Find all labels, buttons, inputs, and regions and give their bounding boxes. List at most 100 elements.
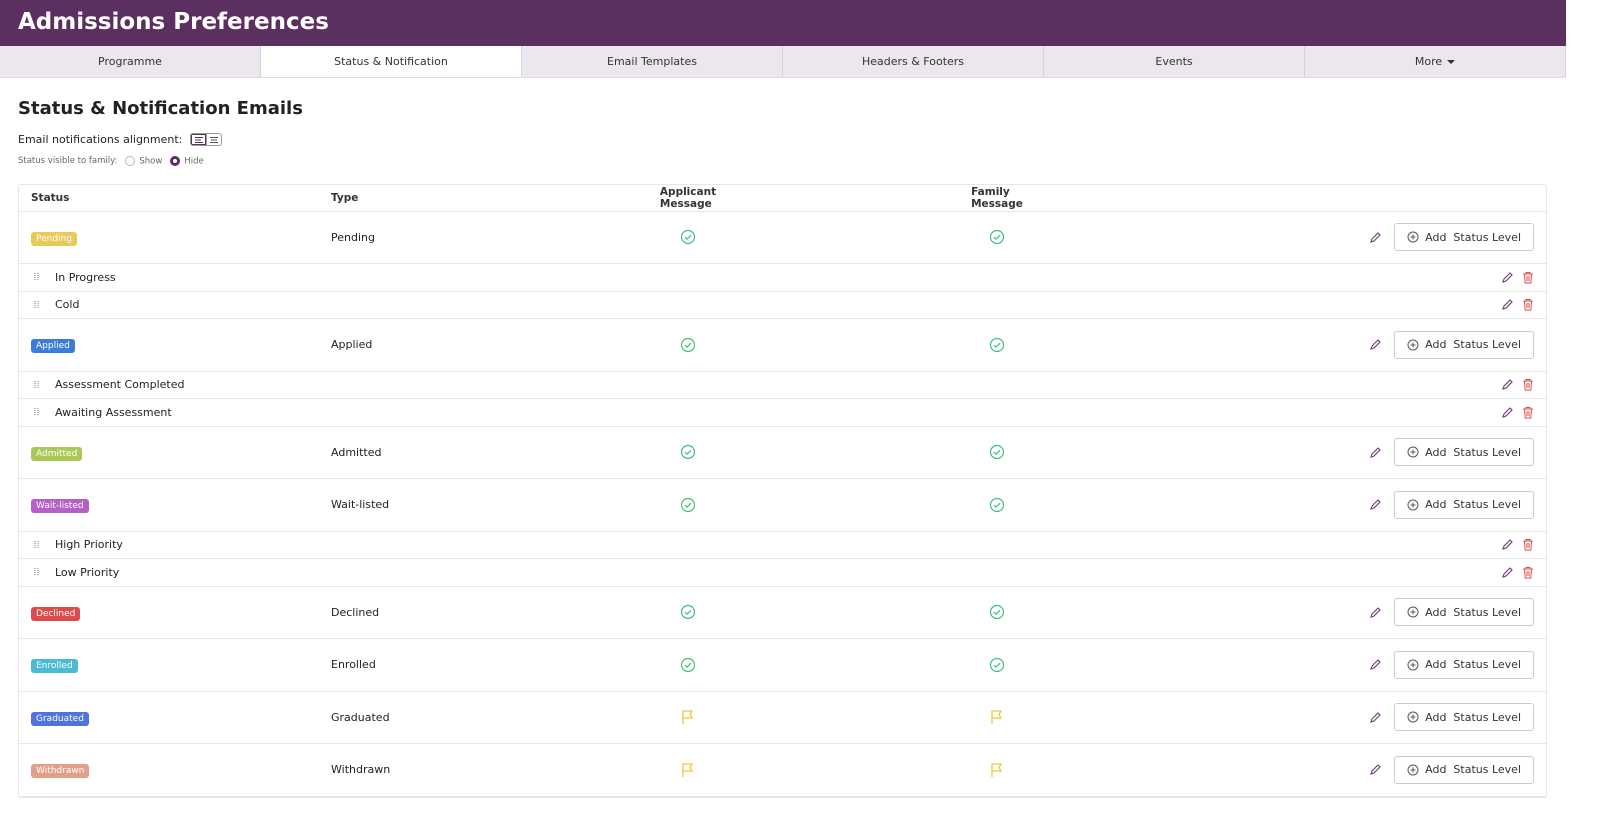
- check-icon: [680, 497, 696, 513]
- check-icon: [989, 604, 1005, 620]
- edit-icon[interactable]: [1369, 231, 1382, 244]
- sub-status-row: Low Priority: [19, 559, 1546, 587]
- plus-icon-svg: [1407, 606, 1419, 618]
- add-status-level-button[interactable]: Add Status Level: [1394, 330, 1534, 359]
- sub-status-row: Assessment Completed: [19, 372, 1546, 399]
- plus-icon-svg: [1407, 339, 1419, 351]
- delete-icon[interactable]: [1522, 271, 1534, 284]
- edit-icon-svg: [1370, 764, 1381, 776]
- status-row: Graduated Graduated Add Status Level: [19, 692, 1546, 744]
- edit-icon-svg: [1370, 339, 1381, 351]
- status-row: Declined Declined Add Status Level: [19, 587, 1546, 639]
- check-icon-svg: [989, 445, 1005, 460]
- flag-icon: [990, 762, 1004, 778]
- status-badge: Declined: [31, 606, 81, 621]
- add-status-level-button[interactable]: Add Status Level: [1394, 650, 1534, 679]
- tab[interactable]: Headers & Footers: [783, 46, 1044, 77]
- status-row: Enrolled Enrolled Add Status Level: [19, 639, 1546, 692]
- tab[interactable]: More: [1305, 46, 1566, 77]
- check-icon: [989, 337, 1005, 353]
- edit-icon[interactable]: [1369, 446, 1382, 459]
- sub-status-name: Low Priority: [55, 565, 120, 579]
- edit-icon[interactable]: [1369, 658, 1382, 671]
- align-left[interactable]: [191, 134, 207, 145]
- add-status-level-button[interactable]: Add Status Level: [1394, 223, 1534, 252]
- check-icon: [989, 229, 1005, 245]
- radio-option[interactable]: Hide: [170, 156, 204, 167]
- edit-icon[interactable]: [1501, 566, 1514, 579]
- delete-icon[interactable]: [1522, 378, 1534, 391]
- tab-label: Programme: [98, 55, 162, 68]
- edit-icon[interactable]: [1369, 763, 1382, 776]
- edit-icon-svg: [1370, 446, 1381, 458]
- type-cell: Withdrawn: [331, 763, 391, 777]
- tab[interactable]: Status & Notification: [261, 46, 522, 77]
- drag-handle: [34, 567, 40, 577]
- row-actions: Add Status Level: [1369, 330, 1534, 359]
- radio: [170, 156, 181, 166]
- edit-icon[interactable]: [1369, 711, 1382, 724]
- plus-icon: [1407, 711, 1419, 723]
- plus-icon: [1407, 499, 1419, 511]
- status-table: Status Type Applicant Message Family Messag…: [18, 183, 1547, 798]
- tab[interactable]: Email Templates: [522, 46, 783, 77]
- tab-bar: Programme Status & Notification Email Temp…: [0, 46, 1566, 78]
- radio-option[interactable]: Show: [125, 156, 162, 167]
- add-status-level-button[interactable]: Add Status Level: [1394, 703, 1534, 732]
- button-label: Add Status Level: [1425, 710, 1521, 724]
- tab[interactable]: Programme: [0, 46, 261, 77]
- row-actions: [1501, 271, 1534, 284]
- section-title: Status & Notification Emails: [18, 98, 303, 119]
- delete-icon[interactable]: [1522, 566, 1534, 579]
- drag-handle-svg: [34, 300, 39, 309]
- add-status-level-button[interactable]: Add Status Level: [1394, 490, 1534, 519]
- plus-icon-svg: [1407, 231, 1419, 243]
- column-header: Status: [31, 191, 70, 204]
- plus-icon-svg: [1407, 446, 1419, 458]
- status-badge: Withdrawn: [31, 764, 90, 779]
- add-status-level-button[interactable]: Add Status Level: [1394, 598, 1534, 627]
- delete-icon[interactable]: [1522, 298, 1534, 311]
- column-header: Type: [331, 191, 359, 204]
- status-badge: Graduated: [31, 711, 89, 726]
- type-cell: Admitted: [331, 445, 382, 459]
- align-center[interactable]: [206, 134, 221, 145]
- edit-icon[interactable]: [1501, 378, 1514, 391]
- status-badge: Wait-listed: [31, 499, 89, 514]
- edit-icon[interactable]: [1501, 406, 1514, 419]
- section: Status & Notification Emails Email notif…: [0, 98, 1599, 798]
- row-actions: Add Status Level: [1369, 650, 1534, 679]
- type-cell: Graduated: [331, 710, 390, 724]
- check-icon: [680, 657, 696, 673]
- row-actions: [1501, 298, 1534, 311]
- edit-icon[interactable]: [1369, 606, 1382, 619]
- add-status-level-button[interactable]: Add Status Level: [1394, 438, 1534, 467]
- delete-icon[interactable]: [1522, 406, 1534, 419]
- plus-icon-svg: [1407, 659, 1419, 671]
- edit-icon[interactable]: [1369, 338, 1382, 351]
- edit-icon[interactable]: [1501, 271, 1514, 284]
- type-cell: Enrolled: [331, 658, 376, 672]
- edit-icon-svg: [1502, 566, 1513, 578]
- edit-icon[interactable]: [1501, 538, 1514, 551]
- sub-status-row: In Progress: [19, 264, 1546, 292]
- dropdown-caret: [1447, 60, 1456, 64]
- flag-icon: [681, 709, 695, 725]
- add-status-level-button[interactable]: Add Status Level: [1394, 755, 1534, 784]
- edit-icon[interactable]: [1369, 498, 1382, 511]
- sub-status-name: Assessment Completed: [55, 378, 185, 392]
- check-icon-svg: [680, 337, 696, 352]
- flag-icon: [681, 762, 695, 778]
- status-badge: Enrolled: [31, 659, 78, 674]
- row-actions: Add Status Level: [1369, 438, 1534, 467]
- delete-icon[interactable]: [1522, 538, 1534, 551]
- check-icon: [680, 229, 696, 245]
- tab[interactable]: Events: [1044, 46, 1305, 77]
- radio: [125, 156, 136, 166]
- drag-handle: [34, 380, 40, 390]
- plus-icon: [1407, 339, 1419, 351]
- sub-status-name: High Priority: [55, 538, 123, 552]
- edit-icon[interactable]: [1501, 298, 1514, 311]
- tab-label: Email Templates: [607, 55, 697, 68]
